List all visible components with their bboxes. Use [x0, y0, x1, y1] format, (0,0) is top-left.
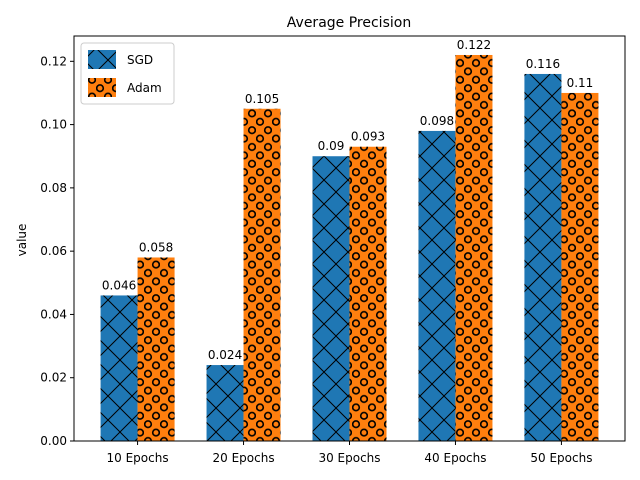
bar-hatch-sgd-1 [100, 295, 138, 441]
value-label-sgd-2: 0.024 [208, 348, 242, 362]
y-axis-label: value [15, 224, 29, 257]
value-label-sgd-3: 0.09 [318, 139, 345, 153]
y-tick-label: 0.10 [40, 118, 67, 132]
y-tick-label: 0.08 [40, 181, 67, 195]
bar-hatch-sgd-2 [206, 365, 244, 441]
legend-label-adam: Adam [127, 81, 162, 95]
y-tick-label: 0.02 [40, 371, 67, 385]
value-labels-layer: 0.046 0.058 0.024 0.105 0.09 0.093 0.098 0.122 0… [102, 38, 593, 362]
x-tick-label: 30 Epochs [318, 451, 380, 465]
legend-swatch-hatch-sgd [88, 50, 116, 69]
x-tick-label: 20 Epochs [212, 451, 274, 465]
y-tick-label: 0.06 [40, 244, 67, 258]
bar-hatch-adam-2 [243, 108, 281, 441]
value-label-adam-2: 0.105 [245, 92, 279, 106]
bars-layer [100, 54, 599, 441]
value-label-adam-4: 0.122 [457, 38, 491, 52]
bar-hatch-adam-3 [349, 146, 387, 441]
y-tick-label: 0.12 [40, 54, 67, 68]
x-tick-label: 10 Epochs [107, 451, 169, 465]
plot-frame [73, 35, 626, 442]
y-axis: 0.00 0.02 0.04 0.06 0.08 0.10 0.12 [40, 54, 74, 448]
value-label-sgd-1: 0.046 [102, 278, 136, 292]
bar-hatch-sgd-5 [524, 73, 562, 441]
bar-hatch-adam-4 [455, 54, 493, 441]
y-tick-label: 0.00 [40, 434, 67, 448]
value-label-sgd-4: 0.098 [420, 114, 454, 128]
y-tick-label: 0.04 [40, 307, 67, 321]
bar-hatch-adam-5 [561, 92, 599, 441]
value-label-adam-3: 0.093 [351, 130, 385, 144]
legend-label-sgd: SGD [127, 53, 153, 67]
legend-swatch-hatch-adam [88, 78, 116, 97]
value-label-sgd-5: 0.116 [526, 57, 560, 71]
bar-hatch-sgd-3 [312, 156, 350, 441]
value-label-adam-5: 0.11 [567, 76, 594, 90]
chart-title: Average Precision [287, 15, 411, 31]
x-axis: 10 Epochs 20 Epochs 30 Epochs 40 Epochs 50 E… [107, 441, 592, 465]
x-tick-label: 50 Epochs [530, 451, 592, 465]
bar-hatch-adam-1 [137, 257, 175, 441]
bar-hatch-sgd-4 [418, 130, 456, 441]
value-label-adam-1: 0.058 [139, 240, 173, 254]
x-tick-label: 40 Epochs [424, 451, 486, 465]
legend: SGD Adam [80, 42, 175, 105]
